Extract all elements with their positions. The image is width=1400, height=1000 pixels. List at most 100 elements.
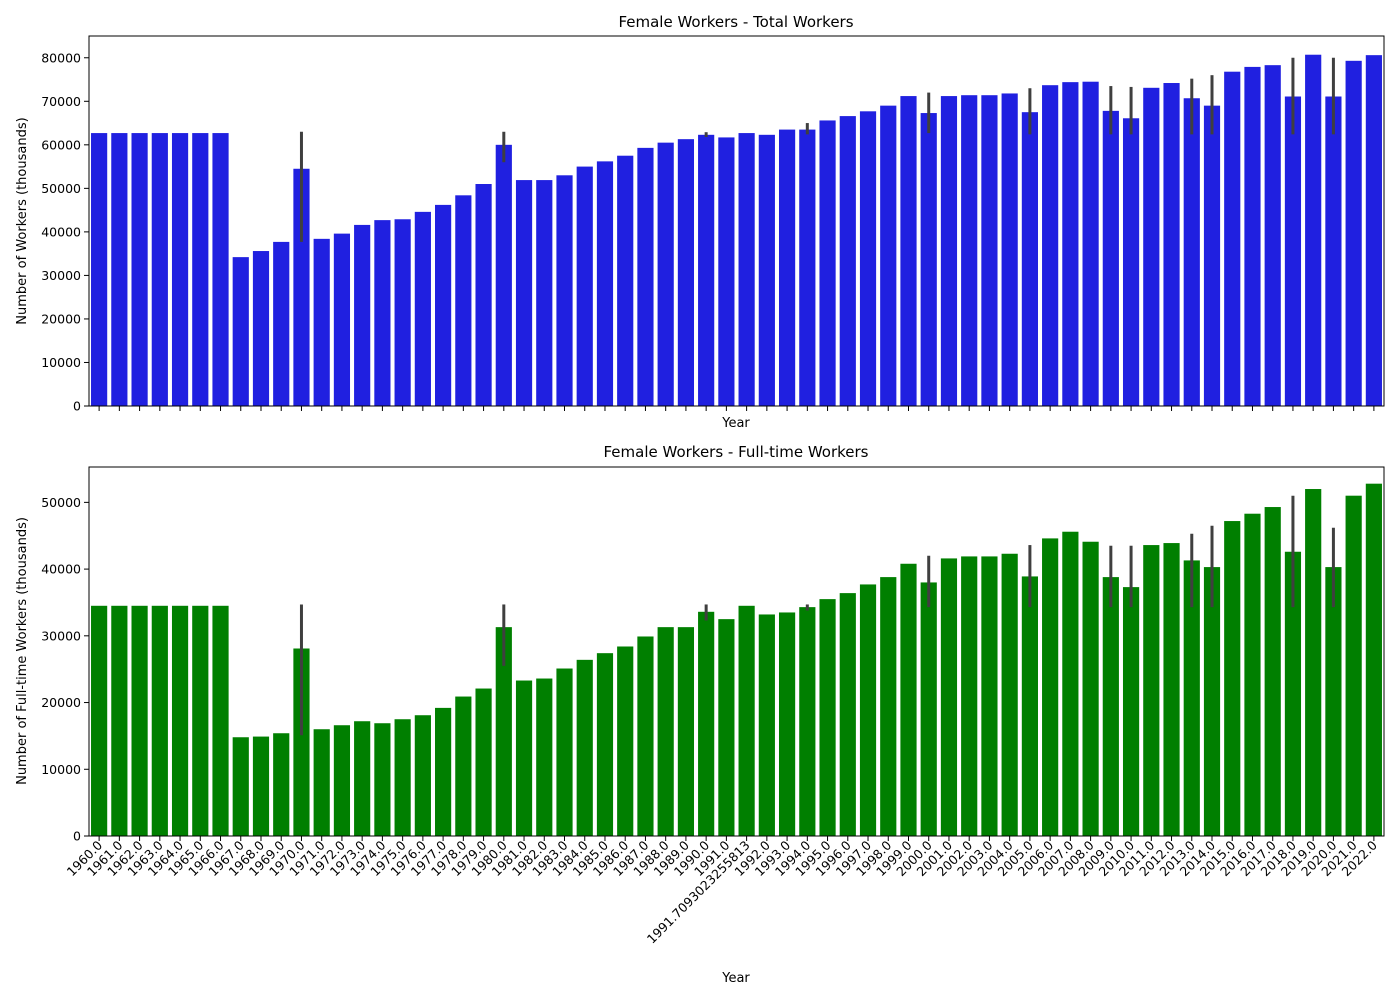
fulltime-bar-1964.0 <box>171 605 189 836</box>
fulltime-bar-1986.0 <box>617 646 634 836</box>
total-ytick-label: 0 <box>73 399 81 414</box>
total-bar-2006.0 <box>1042 85 1059 406</box>
fulltime-bar-2021.0 <box>1345 495 1362 836</box>
total-workers-panel: Female Workers - Total Workers Number of… <box>15 13 1385 431</box>
total-bar-2022.0 <box>1365 55 1382 406</box>
total-ytick-label: 40000 <box>41 224 81 239</box>
fulltime-bar-1962.0 <box>131 605 148 836</box>
fulltime-bar-1999.0 <box>900 563 917 836</box>
fulltime-bar-2009.0 <box>1102 577 1119 836</box>
fulltime-bar-2022.0 <box>1365 483 1382 836</box>
total-bar-1966.0 <box>212 133 229 406</box>
fulltime-bar-1965.0 <box>192 605 209 836</box>
total-bar-1987.0 <box>637 147 654 406</box>
total-bar-2016.0 <box>1244 66 1261 406</box>
fulltime-bar-1992.0 <box>758 614 775 836</box>
total-bar-1969.0 <box>273 241 290 406</box>
fulltime-bar-1967.0 <box>232 737 249 836</box>
fulltime-bar-1998.0 <box>880 577 897 836</box>
fulltime-ytick-label: 10000 <box>41 762 81 777</box>
total-bar-2003.0 <box>981 95 998 406</box>
total-bar-1984.0 <box>576 166 593 406</box>
fulltime-bar-1984.0 <box>576 659 593 836</box>
total-bar-1996.0 <box>839 116 856 406</box>
fulltime-bar-1980.0 <box>495 627 512 836</box>
total-bar-1960.0 <box>91 133 108 406</box>
total-bar-1967.0 <box>232 257 249 406</box>
total-bar-1982.0 <box>536 180 553 406</box>
total-bar-2020.0 <box>1325 96 1342 406</box>
fulltime-bar-1969.0 <box>273 733 290 836</box>
fulltime-bar-1996.0 <box>839 593 856 836</box>
total-bar-1989.0 <box>677 139 695 406</box>
total-ytick-label: 20000 <box>41 311 81 326</box>
fulltime-bar-1977.0 <box>435 707 452 836</box>
total-bar-2015.0 <box>1224 71 1241 406</box>
fulltime-bar-2003.0 <box>981 556 998 836</box>
fulltime-ytick-label: 50000 <box>41 495 81 510</box>
fulltime-bar-1987.0 <box>637 636 654 836</box>
fulltime-bar-2008.0 <box>1082 541 1099 836</box>
total-bar-1995.0 <box>819 120 836 407</box>
fulltime-bar-1994.0 <box>799 607 816 836</box>
fulltime-ytick-label: 40000 <box>41 562 81 577</box>
fulltime-bar-1978.0 <box>455 696 472 836</box>
fulltime-bar-1970.0 <box>293 648 310 836</box>
total-panel-axes-frame <box>88 35 1385 407</box>
fulltime-bar-2005.0 <box>1021 576 1038 836</box>
fulltime-bar-2015.0 <box>1224 521 1241 836</box>
total-bar-2001.0 <box>940 96 958 406</box>
fulltime-bar-1982.0 <box>536 678 553 836</box>
fulltime-bar-2012.0 <box>1163 543 1180 836</box>
total-bar-2018.0 <box>1284 96 1302 406</box>
total-panel-xlabel: Year <box>721 416 750 431</box>
fulltime-panel-xlabel: Year <box>721 971 750 986</box>
total-bar-1968.0 <box>252 251 270 406</box>
total-bar-1970.0 <box>293 168 310 406</box>
fulltime-ytick-label: 30000 <box>41 628 81 643</box>
total-ytick-label: 50000 <box>41 181 81 196</box>
total-bar-1971.0 <box>313 238 330 406</box>
fulltime-workers-panel: Female Workers - Full-time Workers Numbe… <box>15 443 1385 986</box>
fulltime-bar-1968.0 <box>252 736 270 836</box>
total-bar-1983.0 <box>556 175 573 406</box>
fulltime-bar-1966.0 <box>212 605 229 836</box>
total-panel-ylabel: Number of Workers (thousands) <box>15 117 30 324</box>
fulltime-bar-1993.0 <box>778 612 796 836</box>
total-bar-1977.0 <box>435 204 452 406</box>
total-bar-1961.0 <box>111 133 128 406</box>
fulltime-bar-2011.0 <box>1143 545 1160 836</box>
fulltime-bar-2001.0 <box>940 558 958 836</box>
total-bar-1972.0 <box>333 233 351 406</box>
total-bar-2007.0 <box>1062 82 1079 406</box>
total-ytick-label: 60000 <box>41 137 81 152</box>
total-bar-1993.0 <box>778 129 796 406</box>
fulltime-bar-2019.0 <box>1305 489 1322 836</box>
fulltime-bar-1997.0 <box>859 584 877 836</box>
total-panel-bars: 0 10000 20000 30000 40000 50000 60000 70000 8000… <box>41 50 1382 414</box>
total-bar-2000.0 <box>920 113 937 406</box>
fulltime-bar-2006.0 <box>1042 538 1059 836</box>
total-bar-2004.0 <box>1001 93 1018 406</box>
total-bar-1997.0 <box>859 111 877 407</box>
fulltime-bar-1971.0 <box>313 729 330 836</box>
total-bar-1986.0 <box>617 155 634 406</box>
total-bar-2021.0 <box>1345 60 1362 406</box>
fulltime-bar-1975.0 <box>394 719 411 836</box>
fulltime-panel-bars: 010000200003000040000500001960.01961.019… <box>41 483 1382 947</box>
fulltime-bar-2020.0 <box>1325 567 1342 836</box>
total-bar-1985.0 <box>596 161 614 406</box>
total-bar-1998.0 <box>880 105 897 406</box>
fulltime-bar-1991.7093023255813 <box>738 605 755 836</box>
fulltime-bar-2013.0 <box>1183 560 1200 836</box>
total-bar-1981.0 <box>515 180 533 406</box>
total-bar-1992.0 <box>758 134 775 406</box>
fulltime-bar-2007.0 <box>1062 531 1079 836</box>
total-bar-1994.0 <box>799 129 816 406</box>
total-bar-2005.0 <box>1021 112 1038 407</box>
fulltime-bar-1995.0 <box>819 599 836 836</box>
fulltime-bar-2002.0 <box>961 556 978 836</box>
total-bar-1999.0 <box>900 96 917 406</box>
fulltime-bar-1988.0 <box>657 627 674 836</box>
fulltime-ytick-label: 0 <box>73 829 81 844</box>
